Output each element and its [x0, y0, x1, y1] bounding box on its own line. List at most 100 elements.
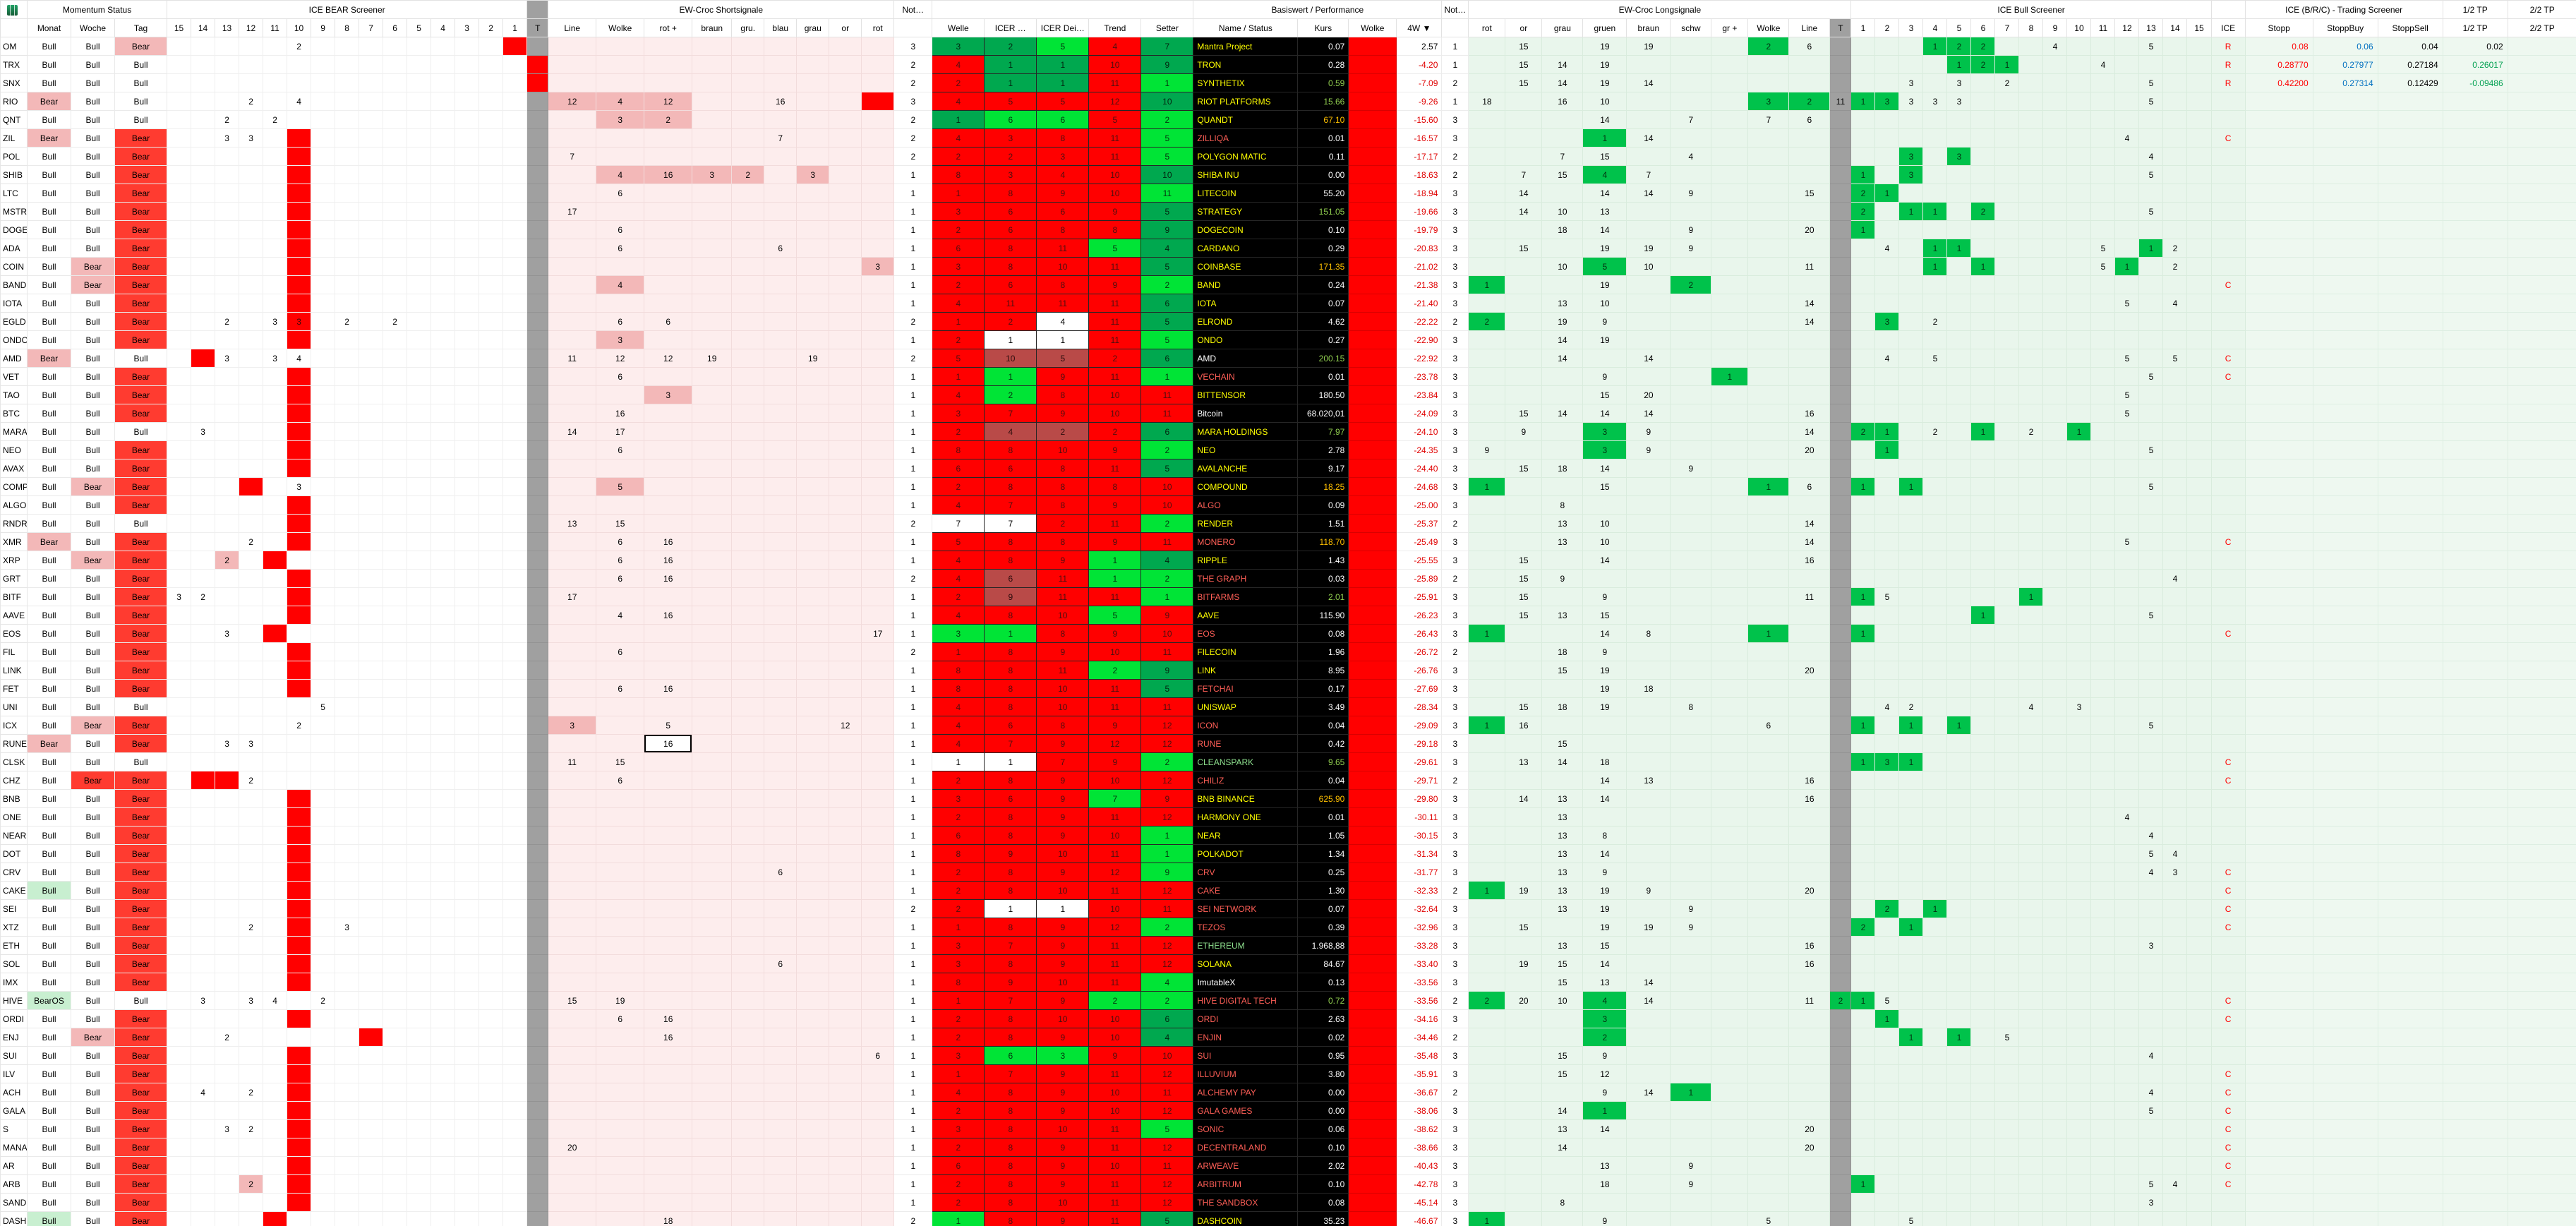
line-cell[interactable] [548, 807, 597, 827]
wolke-bar-cell[interactable] [1348, 1009, 1397, 1028]
col-header-u10[interactable]: 10 [2066, 18, 2092, 37]
grau-cell[interactable] [796, 220, 830, 239]
u8-cell[interactable] [2018, 1009, 2044, 1028]
gru-cell[interactable] [731, 92, 765, 111]
welle-cell[interactable]: 2 [932, 1174, 985, 1194]
u13-cell[interactable] [2138, 312, 2164, 331]
lrot-cell[interactable] [1468, 1174, 1506, 1194]
b9-cell[interactable] [311, 1083, 336, 1102]
u2-cell[interactable] [1874, 1028, 1900, 1047]
rotp-cell[interactable] [644, 991, 693, 1010]
wolke-cell[interactable]: 6 [596, 367, 645, 386]
u5-cell[interactable] [1946, 697, 1972, 716]
setter-cell[interactable]: 5 [1140, 1211, 1194, 1226]
b15-cell[interactable] [167, 973, 192, 992]
monat-momentum-cell[interactable]: Bull [27, 477, 71, 496]
icer-cell[interactable]: 8 [984, 1083, 1037, 1102]
wolke-cell[interactable] [596, 37, 645, 56]
b2-cell[interactable] [479, 1211, 504, 1226]
wolke-bar-cell[interactable] [1348, 679, 1397, 698]
ice-signal-cell[interactable] [2210, 1046, 2246, 1065]
b1-cell[interactable] [502, 697, 528, 716]
u10-cell[interactable]: 3 [2066, 697, 2092, 716]
or-cell[interactable] [829, 184, 862, 203]
u12-cell[interactable] [2114, 679, 2140, 698]
u5-cell[interactable] [1946, 477, 1972, 496]
stopsell-trade-cell[interactable] [2377, 110, 2443, 129]
u1-cell[interactable] [1850, 367, 1876, 386]
u5-cell[interactable] [1946, 1174, 1972, 1194]
wolke-cell[interactable] [596, 459, 645, 478]
price-cell[interactable]: 0.07 [1297, 37, 1349, 56]
lgruen-cell[interactable]: 14 [1582, 789, 1627, 808]
b2-cell[interactable] [479, 128, 504, 148]
trend-cell[interactable]: 7 [1088, 789, 1142, 808]
asset-name-cell[interactable]: GALA GAMES [1193, 1101, 1299, 1120]
tp2-trade-cell[interactable] [2507, 1083, 2576, 1102]
b2-cell[interactable] [479, 514, 504, 533]
not1-cell[interactable]: 1 [893, 954, 933, 973]
u13-cell[interactable] [2138, 587, 2164, 606]
u2-cell[interactable] [1874, 55, 1900, 74]
b7-cell[interactable] [359, 202, 384, 221]
t1-cell[interactable] [526, 349, 549, 368]
tp2-trade-cell[interactable] [2507, 551, 2576, 570]
b8-cell[interactable] [335, 110, 360, 129]
tp2-trade-cell[interactable] [2507, 294, 2576, 313]
u11-cell[interactable] [2090, 37, 2116, 56]
b15-cell[interactable] [167, 881, 192, 900]
lline-cell[interactable] [1788, 752, 1831, 771]
b5-cell[interactable] [407, 936, 432, 955]
u15-cell[interactable] [2186, 1009, 2212, 1028]
wolke-cell[interactable]: 6 [596, 312, 645, 331]
u5-cell[interactable]: 3 [1946, 73, 1972, 92]
b9-cell[interactable] [311, 661, 336, 680]
b10-cell[interactable] [287, 569, 312, 588]
lgrau-cell[interactable]: 15 [1541, 1046, 1584, 1065]
u13-cell[interactable] [2138, 918, 2164, 937]
u5-cell[interactable] [1946, 587, 1972, 606]
b8-cell[interactable] [335, 789, 360, 808]
u1-cell[interactable] [1850, 606, 1876, 625]
b9-cell[interactable] [311, 1046, 336, 1065]
wolke-bar-cell[interactable] [1348, 55, 1397, 74]
trend-cell[interactable]: 1 [1088, 551, 1142, 570]
tag-momentum-cell[interactable]: Bear [114, 1101, 168, 1120]
t2-cell[interactable] [1829, 1119, 1852, 1138]
u6-cell[interactable] [1970, 661, 1996, 680]
or-cell[interactable] [829, 1009, 862, 1028]
asset-name-cell[interactable]: AAVE [1193, 606, 1299, 625]
u11-cell[interactable] [2090, 128, 2116, 148]
line-cell[interactable] [548, 37, 597, 56]
setter-cell[interactable]: 9 [1140, 661, 1194, 680]
b9-cell[interactable] [311, 459, 336, 478]
asset-name-cell[interactable]: THE GRAPH [1193, 569, 1299, 588]
setter-cell[interactable]: 12 [1140, 954, 1194, 973]
asset-name-cell[interactable]: SOLANA [1193, 954, 1299, 973]
rotp-cell[interactable] [644, 697, 693, 716]
perf-4w-cell[interactable]: -24.35 [1396, 440, 1443, 459]
b12-cell[interactable] [239, 587, 264, 606]
rot-cell[interactable] [861, 826, 895, 845]
tp2-trade-cell[interactable] [2507, 477, 2576, 496]
stopp-trade-cell[interactable] [2244, 184, 2313, 203]
b15-cell[interactable] [167, 1174, 192, 1194]
b4-cell[interactable] [431, 624, 456, 643]
welle-cell[interactable]: 8 [932, 973, 985, 992]
b14-cell[interactable] [191, 899, 216, 918]
u9-cell[interactable] [2042, 495, 2068, 515]
monat-momentum-cell[interactable]: Bull [27, 312, 71, 331]
rot-cell[interactable] [861, 165, 895, 184]
asset-name-cell[interactable]: TRON [1193, 55, 1299, 74]
stopsell-trade-cell[interactable] [2377, 440, 2443, 459]
u8-cell[interactable] [2018, 918, 2044, 937]
u7-cell[interactable] [1994, 624, 2020, 643]
b7-cell[interactable] [359, 789, 384, 808]
lline-cell[interactable] [1788, 807, 1831, 827]
tp1-trade-cell[interactable] [2442, 184, 2508, 203]
monat-momentum-cell[interactable]: Bull [27, 257, 71, 276]
tag-momentum-cell[interactable]: Bear [114, 789, 168, 808]
b14-cell[interactable] [191, 1064, 216, 1083]
rot-cell[interactable] [861, 1009, 895, 1028]
u5-cell[interactable] [1946, 661, 1972, 680]
